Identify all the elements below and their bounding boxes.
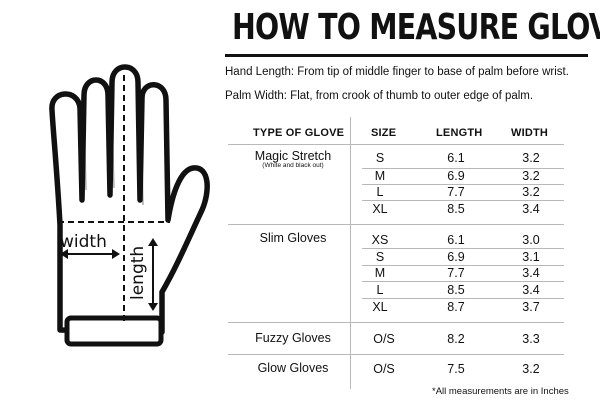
length-cell: 7.5: [447, 362, 465, 376]
glove-type-glow: Glow Gloves: [257, 361, 329, 375]
size-cell: L: [376, 283, 384, 297]
header-type: TYPE OF GLOVE: [253, 127, 345, 139]
finger-inner-line: [83, 117, 144, 206]
row-divider: [362, 248, 564, 249]
size-cell: XL: [372, 202, 388, 216]
size-cell: XL: [372, 300, 388, 314]
length-cell: 8.7: [447, 300, 465, 314]
glove-type-slim: Slim Gloves: [259, 231, 327, 245]
row-divider: [362, 265, 564, 266]
measurement-footnote: *All measurements are in Inches: [432, 386, 569, 397]
group-divider: [228, 322, 564, 323]
column-divider: [350, 117, 351, 389]
width-cell: 3.4: [522, 202, 540, 216]
group-divider: [228, 224, 564, 225]
width-cell: 3.1: [522, 250, 540, 264]
width-cell: 3.4: [522, 283, 540, 297]
row-divider: [362, 184, 564, 185]
size-cell: M: [374, 266, 386, 280]
title-underline: [225, 54, 588, 57]
width-cell: 3.4: [522, 266, 540, 280]
length-label: length: [128, 246, 148, 300]
size-cell: L: [376, 185, 384, 199]
row-divider: [362, 168, 564, 169]
size-cell: M: [374, 169, 386, 183]
length-cell: 6.1: [447, 151, 465, 165]
row-divider: [362, 298, 564, 299]
header-width: WIDTH: [511, 127, 549, 139]
glove-type-fuzzy: Fuzzy Gloves: [255, 331, 331, 345]
width-cell: 3.7: [522, 300, 540, 314]
length-arrow: [148, 238, 158, 311]
width-arrow: [60, 249, 120, 259]
width-label: width: [60, 232, 107, 252]
row-divider: [362, 281, 564, 282]
width-cell: 3.2: [522, 151, 540, 165]
glove-cuff: [64, 315, 164, 347]
size-cell: S: [375, 151, 385, 165]
size-cell: O/S: [373, 362, 395, 376]
width-cell: 3.3: [522, 332, 540, 346]
glove-type-subtitle: (White and black out): [262, 162, 324, 169]
header-divider: [228, 144, 564, 145]
size-cell: XS: [371, 233, 389, 247]
group-divider: [228, 354, 564, 355]
hand-length-note: Hand Length: From tip of middle finger t…: [225, 66, 569, 78]
glove-outline: [49, 64, 210, 335]
length-cell: 6.9: [447, 169, 465, 183]
glove-type-magic-stretch: Magic Stretch: [254, 149, 332, 163]
width-cell: 3.2: [522, 169, 540, 183]
size-cell: S: [375, 250, 385, 264]
length-cell: 6.9: [447, 250, 465, 264]
size-cell: O/S: [373, 332, 395, 346]
length-cell: 8.2: [447, 332, 465, 346]
width-cell: 3.0: [522, 233, 540, 247]
length-cell: 7.7: [447, 266, 465, 280]
header-length: LENGTH: [436, 127, 483, 139]
width-cell: 3.2: [522, 362, 540, 376]
length-cell: 7.7: [447, 185, 465, 199]
length-cell: 8.5: [447, 283, 465, 297]
width-cell: 3.2: [522, 185, 540, 199]
palm-width-note: Palm Width: Flat, from crook of thumb to…: [225, 90, 534, 102]
glove-measurement-diagram: width length: [49, 64, 210, 347]
length-cell: 6.1: [447, 233, 465, 247]
length-cell: 8.5: [447, 202, 465, 216]
row-divider: [362, 200, 564, 201]
header-size: SIZE: [371, 127, 397, 139]
